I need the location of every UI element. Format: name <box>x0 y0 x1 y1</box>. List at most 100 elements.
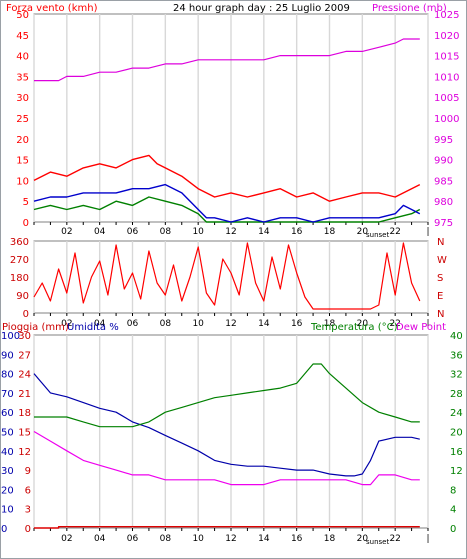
wind-tick-label: 15 <box>16 156 29 167</box>
humidity-tick-label: 70 <box>1 389 14 400</box>
rain-tick-label: 12 <box>18 447 31 458</box>
wind-tick-label: 5 <box>23 197 29 208</box>
wind-tick-label: 50 <box>16 10 29 21</box>
compass-tick-label: E <box>437 291 443 302</box>
x-tick-label: 16 <box>291 227 303 237</box>
rain-tick-label: 6 <box>25 485 31 496</box>
direction-tick-label: 180 <box>10 273 29 284</box>
direction-tick-label: 360 <box>10 237 29 248</box>
x-tick-label: 16 <box>291 534 303 544</box>
pressure-tick-label: 1015 <box>434 52 459 63</box>
x-tick-label: 20 <box>357 319 369 329</box>
x-tick-label: 10 <box>192 534 204 544</box>
rain-tick-label: 21 <box>18 389 31 400</box>
x-tick-label: 12 <box>225 534 236 544</box>
x-tick-label: 10 <box>192 319 204 329</box>
temperature-line <box>34 363 420 428</box>
humidity-tick-label: 40 <box>1 447 14 458</box>
rain-tick-label: 18 <box>18 408 31 419</box>
pressure-tick-label: 1010 <box>434 72 459 83</box>
humidity-axis-title: Umidita % <box>67 322 119 333</box>
compass-tick-label: W <box>437 255 447 266</box>
compass-tick-label: N <box>437 237 444 248</box>
wind-average-line <box>33 196 421 223</box>
x-tick-label: | <box>426 319 429 329</box>
humidity-tick-label: 30 <box>1 466 14 477</box>
sunset-label-3: sunset <box>366 538 389 546</box>
direction-tick-label: 90 <box>16 291 29 302</box>
temperature-tick-label: 12 <box>450 466 463 477</box>
pressure-tick-label: 995 <box>434 135 453 146</box>
x-tick-label: | <box>426 534 429 544</box>
wind-direction-line <box>33 242 421 310</box>
rain-tick-label: 27 <box>18 350 31 361</box>
humidity-tick-label: 50 <box>1 428 14 439</box>
humidity-tick-label: 0 <box>1 524 7 535</box>
x-tick-label: 14 <box>258 319 270 329</box>
humidity-tick-label: 90 <box>1 350 14 361</box>
x-tick-label: 14 <box>258 534 270 544</box>
rain-tick-label: 24 <box>18 370 31 381</box>
temperature-tick-label: 4 <box>450 505 456 516</box>
pressure-tick-label: 1000 <box>434 114 459 125</box>
temperature-tick-label: 36 <box>450 350 463 361</box>
pressure-tick-label: 975 <box>434 218 453 229</box>
wind-tick-label: 30 <box>16 93 29 104</box>
x-tick-label: 22 <box>389 534 400 544</box>
humidity-line <box>33 373 420 477</box>
compass-tick-label: N <box>437 309 444 320</box>
pressure-line <box>34 38 420 82</box>
temperature-tick-label: 8 <box>450 485 456 496</box>
x-tick-label: 20 <box>357 227 369 237</box>
humidity-tick-label: 20 <box>1 485 14 496</box>
dewpoint-line <box>33 430 420 486</box>
wind-gust-line <box>33 154 421 202</box>
wind-tick-label: 10 <box>16 176 29 187</box>
humidity-tick-label: 100 <box>1 331 20 342</box>
x-tick-label: | <box>426 227 429 237</box>
humidity-tick-label: 60 <box>1 408 14 419</box>
x-tick-label: 08 <box>160 534 172 544</box>
rain-tick-label: 30 <box>18 331 31 342</box>
x-tick-label: 04 <box>94 227 106 237</box>
dewpoint-axis-title: Dew Point <box>396 322 446 333</box>
x-tick-label: 02 <box>61 534 72 544</box>
sunset-label: sunset <box>366 231 389 239</box>
temperature-axis-title: Temperatura (°C) <box>310 322 398 333</box>
x-tick-label: 14 <box>258 227 270 237</box>
compass-tick-label: S <box>437 273 443 284</box>
chart-title: 24 hour graph day : 25 Luglio 2009 <box>173 3 350 14</box>
x-tick-label: 18 <box>324 227 336 237</box>
temperature-tick-label: 16 <box>450 447 463 458</box>
x-tick-label: 04 <box>94 319 106 329</box>
x-tick-label: 08 <box>160 227 172 237</box>
x-tick-label: 04 <box>94 534 106 544</box>
pressure-tick-label: 1005 <box>434 93 459 104</box>
x-tick-label: 12 <box>225 319 236 329</box>
pressure-tick-label: 1025 <box>434 10 459 21</box>
temperature-tick-label: 0 <box>450 524 456 535</box>
x-tick-label: 22 <box>389 319 400 329</box>
rain-line <box>34 526 420 529</box>
temperature-tick-label: 20 <box>450 428 463 439</box>
x-tick-label: 12 <box>225 227 236 237</box>
x-tick-label: 22 <box>389 227 400 237</box>
wind-third-line <box>33 183 421 223</box>
wind-axis-title: Forza vento (kmh) <box>6 3 98 14</box>
wind-tick-label: 20 <box>16 135 29 146</box>
panel-temp-humidity: 0102030405060708090100036912151821242730… <box>1 322 463 546</box>
wind-tick-label: 40 <box>16 52 29 63</box>
x-tick-label: 02 <box>61 319 72 329</box>
x-tick-label: 02 <box>61 227 72 237</box>
x-tick-label: 06 <box>127 319 139 329</box>
direction-tick-label: 270 <box>10 255 29 266</box>
x-tick-label: 06 <box>127 227 139 237</box>
rain-axis-title: Pioggia (mm) <box>2 322 69 333</box>
x-tick-label: 18 <box>324 319 336 329</box>
humidity-tick-label: 80 <box>1 370 14 381</box>
x-tick-label: 20 <box>357 534 369 544</box>
x-tick-label: 06 <box>127 534 139 544</box>
